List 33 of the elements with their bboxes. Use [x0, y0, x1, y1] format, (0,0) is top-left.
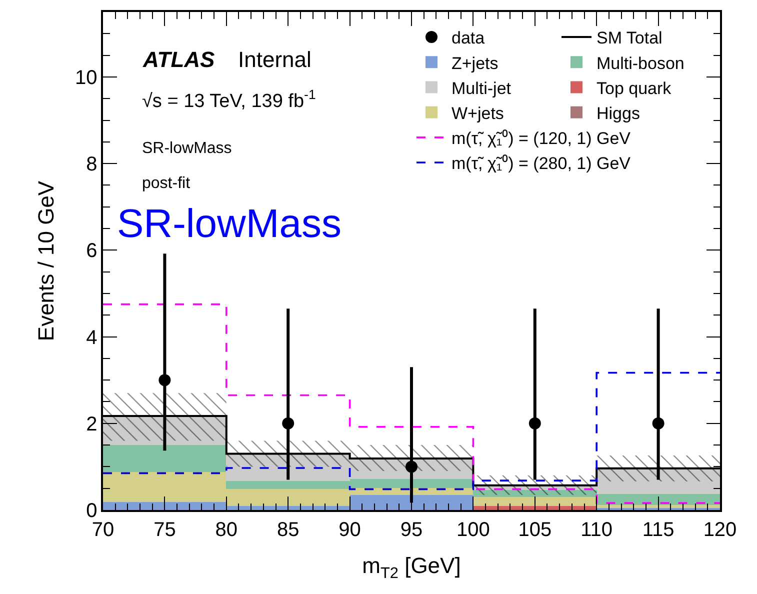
legend-label: Multi-jet [452, 78, 512, 98]
x-tick-label: 80 [215, 518, 238, 541]
y-axis-title: Events / 10 GeV [33, 180, 58, 342]
legend-label: m(τ̃, χ̃₁⁰) = (120, 1) GeV [452, 129, 632, 148]
x-axis-title: m$_{T2}$ [GeV] [362, 553, 461, 582]
legend-label: W+jets [452, 104, 504, 123]
y-tick-label: 6 [86, 240, 98, 262]
annotation: post-fit [142, 175, 191, 192]
annotation: √s = 13 TeV, 139 fb$^{-1}$ [142, 87, 316, 112]
y-tick-label: 10 [75, 66, 98, 89]
annotation: SR-lowMass [142, 140, 232, 157]
x-tick-label: 115 [642, 518, 674, 541]
y-tick-label: 2 [86, 413, 98, 436]
x-tick-label: 110 [580, 518, 613, 541]
x-tick-label: 90 [338, 518, 361, 541]
x-tick-label: 100 [456, 518, 490, 541]
x-tick-label: 75 [154, 518, 176, 541]
legend-label: data [452, 28, 486, 48]
legend-label: Top quark [596, 78, 672, 98]
y-tick-label: 8 [86, 154, 98, 176]
legend-label: m(τ̃, χ̃₁⁰) = (280, 1) GeV [452, 154, 632, 174]
x-tick-label: 85 [276, 518, 300, 541]
annotation: ATLAS [142, 47, 216, 72]
legend-label: SM Total [596, 28, 662, 48]
x-tick-label: 120 [703, 518, 737, 541]
annotation: SR-lowMass [117, 202, 342, 246]
legend-label: Higgs [596, 104, 640, 123]
x-tick-label: 95 [400, 518, 423, 541]
y-tick-label: 4 [86, 326, 98, 349]
x-tick-label: 105 [518, 518, 552, 541]
legend-label: Z+jets [452, 54, 498, 73]
annotation: Internal [238, 47, 312, 72]
legend-label: Multi-boson [596, 54, 684, 73]
